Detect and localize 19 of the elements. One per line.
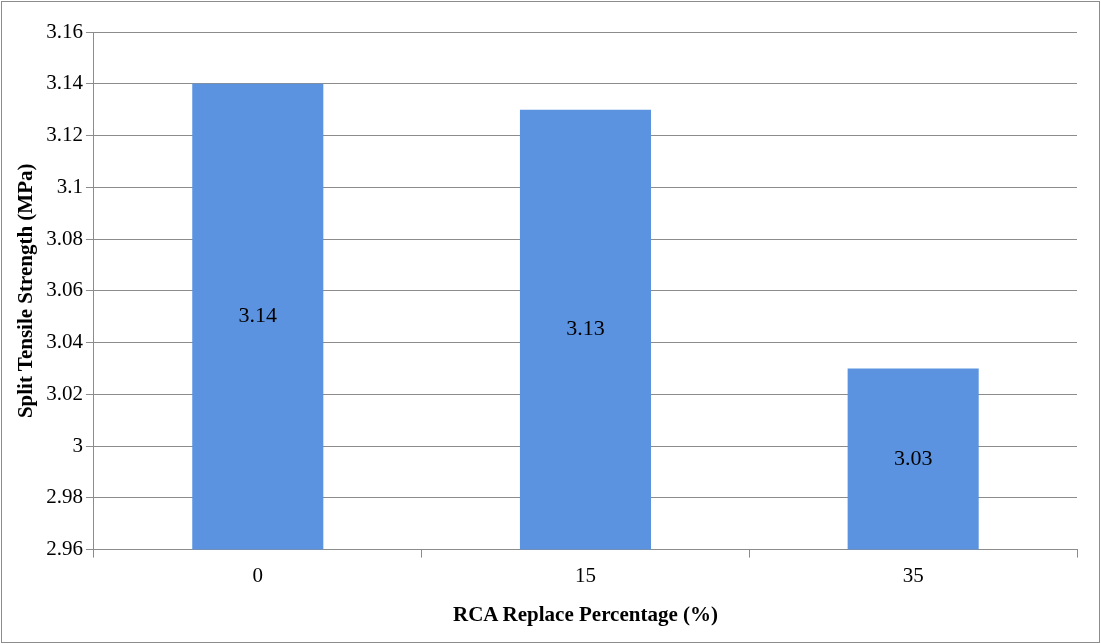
y-axis-title: Split Tensile Strength (MPa) [13,163,38,419]
y-tick-label: 2.98 [46,484,83,509]
y-tick-label: 3 [72,432,83,457]
x-tick-label: 0 [252,562,264,587]
data-label: 3.13 [566,315,605,341]
y-tick-label: 3.14 [46,70,84,95]
y-tick-label: 3.1 [56,173,83,198]
y-tick-label: 2.96 [46,536,83,561]
x-tick-label: 35 [902,562,924,587]
y-tick-label: 3.02 [46,380,83,405]
y-tick-label: 3.04 [46,329,84,354]
y-tick-label: 3.08 [46,225,83,250]
data-label: 3.14 [238,302,278,328]
x-tick-label: 15 [574,562,596,587]
y-tick-label: 3.16 [46,18,83,43]
x-axis-title: RCA Replace Percentage (%) [453,601,718,626]
y-tick-label: 3.06 [46,277,83,302]
data-label: 3.03 [893,444,933,470]
y-tick-label: 3.12 [46,122,83,147]
